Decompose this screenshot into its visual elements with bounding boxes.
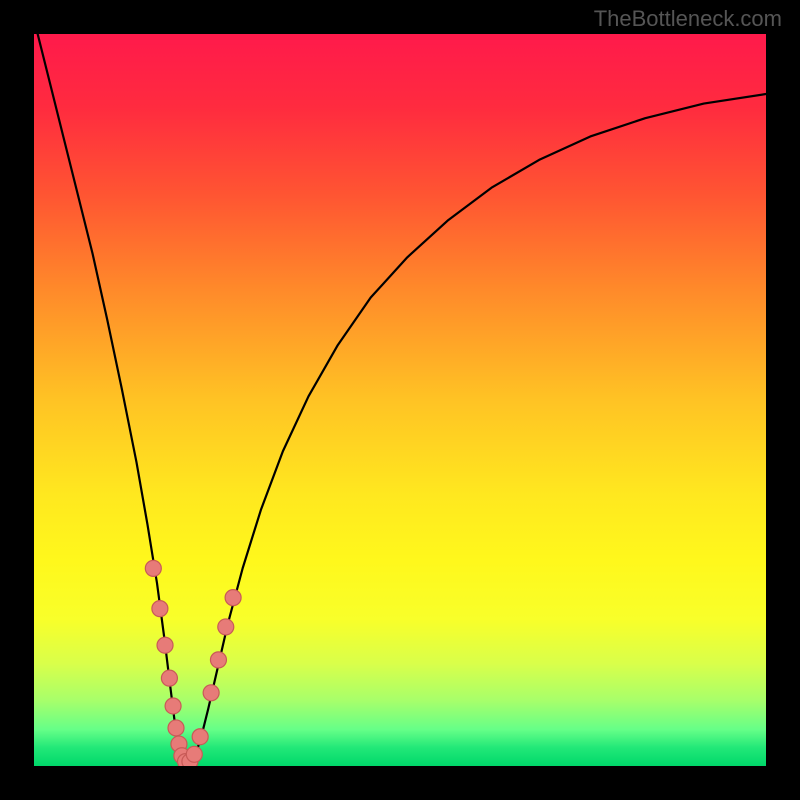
watermark-text: TheBottleneck.com bbox=[594, 6, 782, 32]
chart-stage: TheBottleneck.com bbox=[0, 0, 800, 800]
chart-frame bbox=[30, 30, 770, 770]
